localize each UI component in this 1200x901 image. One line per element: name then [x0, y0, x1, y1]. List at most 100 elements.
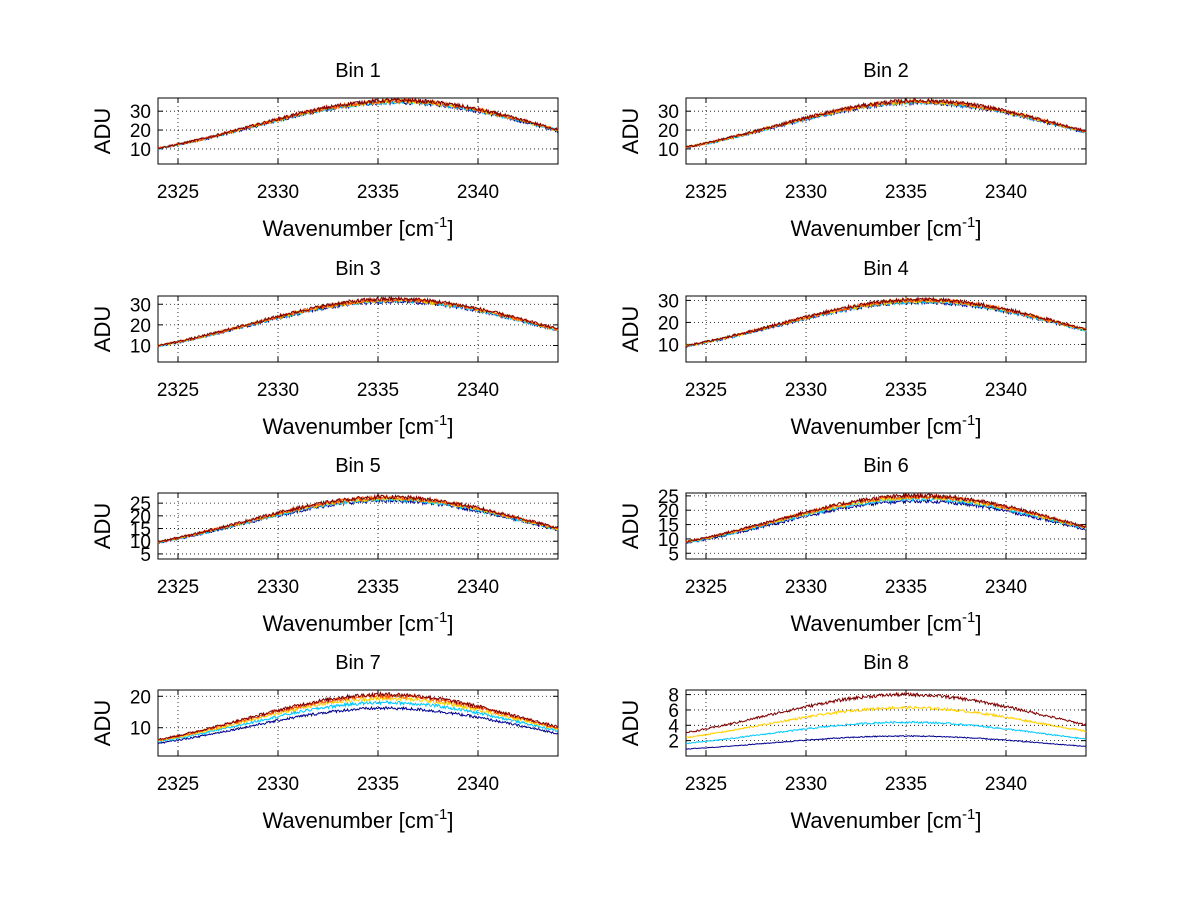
series-line-1 — [157, 705, 559, 745]
x-axis-label: Wavenumber [cm-1] — [262, 214, 453, 241]
y-tick-label: 10 — [130, 337, 151, 358]
y-tick-label: 10 — [658, 335, 679, 356]
y-tick-label: 25 — [130, 494, 151, 515]
x-tick-label: 2325 — [157, 380, 199, 401]
x-axis-label-text: Wavenumber [cm — [790, 216, 962, 241]
y-tick-label: 2 — [668, 732, 679, 753]
x-tick-label: 2325 — [685, 380, 727, 401]
series-line-5 — [685, 296, 1087, 347]
x-tick-label: 2340 — [985, 774, 1027, 795]
y-tick-label: 4 — [668, 716, 679, 737]
x-tick-label: 2330 — [785, 577, 827, 598]
y-tick-label: 20 — [658, 501, 679, 522]
x-tick-label: 2330 — [257, 577, 299, 598]
x-tick-label: 2335 — [357, 182, 399, 203]
x-tick-label: 2330 — [257, 182, 299, 203]
y-tick-label: 30 — [130, 102, 151, 123]
y-axis-label: ADU — [90, 306, 115, 352]
x-axis-label-text: Wavenumber [cm — [790, 808, 962, 833]
subplot-title: Bin 3 — [335, 258, 381, 280]
y-tick-label: 6 — [668, 701, 679, 722]
y-tick-label: 20 — [658, 313, 679, 334]
y-axis-label: ADU — [618, 700, 643, 746]
series-line-5 — [157, 97, 559, 150]
x-axis-label-superscript: -1 — [434, 214, 447, 231]
x-axis-label-end: ] — [975, 216, 981, 241]
x-axis-label: Wavenumber [cm-1] — [790, 609, 981, 636]
y-tick-label: 10 — [130, 532, 151, 553]
x-tick-label: 2340 — [985, 577, 1027, 598]
x-tick-label: 2335 — [885, 774, 927, 795]
x-axis-label-text: Wavenumber [cm — [262, 216, 434, 241]
plot-area — [157, 97, 559, 165]
plot-area — [157, 295, 559, 363]
series-line-2 — [157, 699, 559, 743]
y-tick-label: 30 — [658, 102, 679, 123]
x-tick-label: 2330 — [785, 182, 827, 203]
x-tick-label: 2335 — [357, 774, 399, 795]
x-axis-label-end: ] — [447, 216, 453, 241]
x-tick-label: 2325 — [157, 182, 199, 203]
series-line-3 — [686, 705, 1087, 739]
x-axis-label-end: ] — [447, 611, 453, 636]
x-tick-label: 2335 — [357, 380, 399, 401]
x-axis-label-superscript: -1 — [962, 214, 975, 231]
series-line-4 — [685, 493, 1087, 544]
subplot-7: 2325 2330 2335 2340 10 20 Bin 7 Wavenumber [cm-… — [90, 652, 559, 833]
x-axis-label-superscript: -1 — [434, 412, 447, 429]
y-axis-label: ADU — [618, 503, 643, 549]
subplot-title: Bin 7 — [335, 652, 381, 674]
subplot-title: Bin 2 — [863, 60, 909, 82]
x-axis-label-end: ] — [447, 414, 453, 439]
x-axis-label-end: ] — [975, 414, 981, 439]
y-axis-label: ADU — [90, 108, 115, 154]
plot-area — [157, 689, 559, 757]
y-tick-label: 30 — [130, 295, 151, 316]
y-tick-label: 20 — [130, 507, 151, 528]
series-line-2 — [685, 495, 1087, 544]
x-tick-label: 2340 — [985, 380, 1027, 401]
x-axis-label-text: Wavenumber [cm — [262, 414, 434, 439]
x-axis-label-text: Wavenumber [cm — [262, 611, 434, 636]
y-axis-label: ADU — [618, 306, 643, 352]
x-axis-label-superscript: -1 — [962, 412, 975, 429]
y-tick-label: 15 — [658, 516, 679, 537]
series-line-5 — [157, 295, 559, 348]
x-axis-label: Wavenumber [cm-1] — [790, 806, 981, 833]
x-axis-label-end: ] — [975, 611, 981, 636]
x-tick-label: 2330 — [257, 380, 299, 401]
y-axis-label: ADU — [90, 700, 115, 746]
x-axis-label-superscript: -1 — [434, 806, 447, 823]
x-tick-label: 2335 — [885, 577, 927, 598]
x-axis-label: Wavenumber [cm-1] — [790, 412, 981, 439]
x-axis-label-end: ] — [975, 808, 981, 833]
y-tick-label: 5 — [668, 544, 679, 565]
series-line-5 — [157, 493, 559, 543]
y-axis-label: ADU — [90, 503, 115, 549]
x-axis-label-superscript: -1 — [962, 609, 975, 626]
plot-area — [685, 492, 1087, 560]
y-tick-label: 15 — [130, 520, 151, 541]
x-axis-label-end: ] — [447, 808, 453, 833]
x-tick-label: 2325 — [685, 577, 727, 598]
subplot-title: Bin 4 — [863, 258, 909, 280]
x-tick-label: 2330 — [257, 774, 299, 795]
x-axis-label: Wavenumber [cm-1] — [262, 806, 453, 833]
y-tick-label: 20 — [130, 687, 151, 708]
subplot-title: Bin 5 — [335, 455, 381, 477]
subplot-title: Bin 8 — [863, 652, 909, 674]
y-axis-label: ADU — [618, 108, 643, 154]
subplot-title: Bin 1 — [335, 60, 381, 82]
x-axis-label-text: Wavenumber [cm — [790, 414, 962, 439]
x-axis-label-superscript: -1 — [434, 609, 447, 626]
x-tick-label: 2325 — [157, 774, 199, 795]
x-tick-label: 2340 — [985, 182, 1027, 203]
x-axis-label-text: Wavenumber [cm — [790, 611, 962, 636]
series-line-2 — [685, 720, 1087, 745]
